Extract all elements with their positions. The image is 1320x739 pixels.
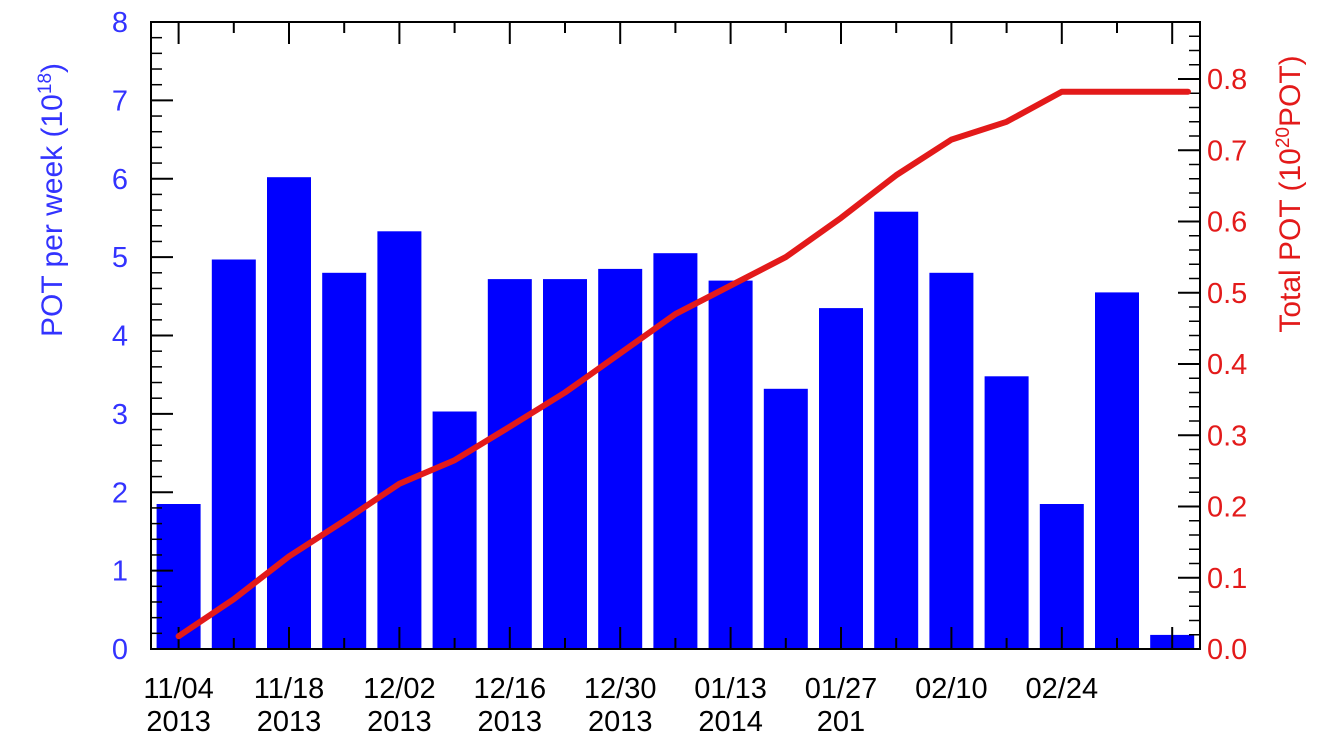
x-tick-label: 12/16 (474, 673, 547, 705)
y-tick-label: 1 (112, 556, 128, 588)
y-tick-label: 2 (112, 477, 128, 509)
bar (763, 388, 808, 649)
x-tick-label: 11/04 (143, 673, 213, 705)
bar (653, 253, 698, 649)
bar (929, 272, 974, 649)
x-tick-label: 01/27 (805, 673, 878, 705)
x-tick-label-year: 2013 (367, 706, 432, 734)
bar (432, 411, 477, 649)
x-tick-label-year: 201 (817, 706, 865, 734)
bar (708, 280, 753, 649)
x-tick-label: 02/10 (915, 673, 988, 705)
y2-tick-label: 0.0 (1207, 634, 1247, 666)
bar (543, 279, 587, 649)
labels-layer: 0 1 2 3 4 5 6 7 8 0.0 0.1 0.2 0.3 0.4 0.5 0.6 0.7 0.8 11/0… (112, 7, 1247, 738)
x-tick-label-year: 2013 (146, 706, 211, 734)
y2-tick-label: 0.7 (1207, 135, 1247, 167)
bar (322, 272, 367, 649)
y2-tick-label: 0.1 (1207, 563, 1247, 595)
x-tick-label-year: 2014 (698, 706, 763, 734)
y-tick-label: 6 (112, 164, 128, 196)
bar (874, 211, 919, 649)
bar (487, 279, 532, 649)
y2-axis-label: Total POT (1020POT) (1273, 55, 1307, 332)
x-tick-label-year: 2013 (588, 706, 653, 734)
y-tick-label: 7 (112, 85, 128, 117)
x-tick-label-year: 2013 (478, 706, 543, 734)
y-tick-label: 4 (112, 321, 128, 353)
x-tick-label: 01/13 (694, 673, 767, 705)
total-pot-line (175, 88, 1191, 640)
y2-tick-label: 0.6 (1207, 207, 1247, 239)
ticks-layer (151, 21, 1200, 650)
y-tick-label: 5 (112, 242, 128, 274)
x-tick-label: 12/30 (584, 673, 657, 705)
y-tick-label: 3 (112, 399, 128, 431)
y2-tick-label: 0.4 (1207, 349, 1247, 381)
x-tick-label: 11/18 (254, 673, 324, 705)
x-tick-label-year: 2013 (257, 706, 322, 734)
y2-tick-label: 0.3 (1207, 420, 1247, 452)
bar (1039, 504, 1084, 649)
x-tick-label: 12/02 (363, 673, 436, 705)
bars-layer (156, 177, 1195, 650)
plot-frame (150, 21, 1201, 650)
y-tick-label: 8 (112, 7, 128, 39)
y-axis-label: POT per week (1018) (35, 63, 69, 337)
y2-tick-label: 0.8 (1207, 64, 1247, 96)
bar (377, 231, 422, 650)
y-tick-label: 0 (112, 634, 128, 666)
bar (984, 376, 1029, 649)
y2-tick-label: 0.2 (1207, 492, 1247, 524)
y2-tick-label: 0.5 (1207, 278, 1247, 310)
x-tick-label: 02/24 (1026, 673, 1099, 705)
bar (267, 177, 311, 649)
bar (598, 268, 643, 649)
line-layer (175, 88, 1191, 640)
bar (819, 308, 863, 649)
bar (1095, 292, 1139, 649)
